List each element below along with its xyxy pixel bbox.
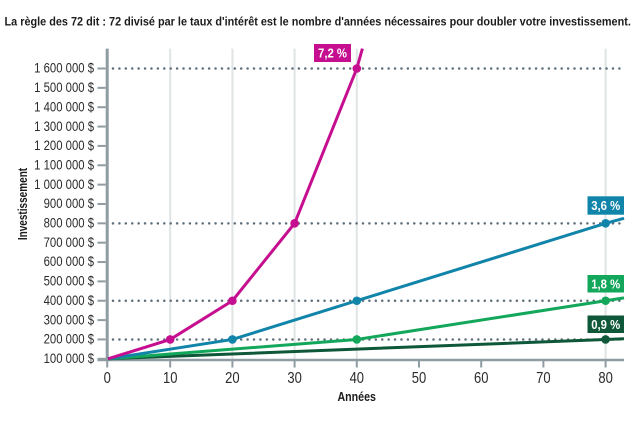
svg-text:900 000 $: 900 000 $	[44, 195, 94, 211]
svg-text:0,9 %: 0,9 %	[591, 317, 620, 332]
svg-text:100 000 $: 100 000 $	[44, 350, 94, 366]
svg-text:1 300 000 $: 1 300 000 $	[34, 118, 94, 134]
svg-text:10: 10	[163, 370, 178, 387]
svg-text:30: 30	[287, 370, 302, 387]
svg-text:La règle des 72 dit : 72 divis: La règle des 72 dit : 72 divisé par le t…	[5, 16, 631, 28]
svg-text:1 100 000 $: 1 100 000 $	[34, 156, 94, 172]
svg-text:500 000 $: 500 000 $	[44, 272, 94, 288]
svg-text:40: 40	[350, 370, 365, 387]
svg-text:1 600 000 $: 1 600 000 $	[34, 60, 94, 76]
svg-text:800 000 $: 800 000 $	[44, 214, 94, 230]
svg-text:1 200 000 $: 1 200 000 $	[34, 137, 94, 153]
svg-text:1 000 000 $: 1 000 000 $	[34, 176, 94, 192]
svg-text:3,6 %: 3,6 %	[591, 198, 620, 213]
svg-text:1 400 000 $: 1 400 000 $	[34, 98, 94, 114]
svg-text:70: 70	[536, 370, 551, 387]
svg-text:1 500 000 $: 1 500 000 $	[34, 79, 94, 95]
svg-text:0: 0	[104, 370, 111, 387]
svg-text:1,8 %: 1,8 %	[591, 277, 620, 292]
svg-text:Années: Années	[337, 389, 376, 404]
svg-text:80: 80	[598, 370, 613, 387]
svg-text:700 000 $: 700 000 $	[44, 234, 94, 250]
svg-text:20: 20	[225, 370, 240, 387]
svg-text:600 000 $: 600 000 $	[44, 253, 94, 269]
svg-text:400 000 $: 400 000 $	[44, 292, 94, 308]
svg-text:60: 60	[474, 370, 489, 387]
svg-text:50: 50	[412, 370, 427, 387]
svg-text:300 000 $: 300 000 $	[44, 311, 94, 327]
svg-text:200 000 $: 200 000 $	[44, 330, 94, 346]
svg-text:Investissement: Investissement	[16, 168, 31, 240]
svg-text:7,2 %: 7,2 %	[318, 46, 347, 61]
